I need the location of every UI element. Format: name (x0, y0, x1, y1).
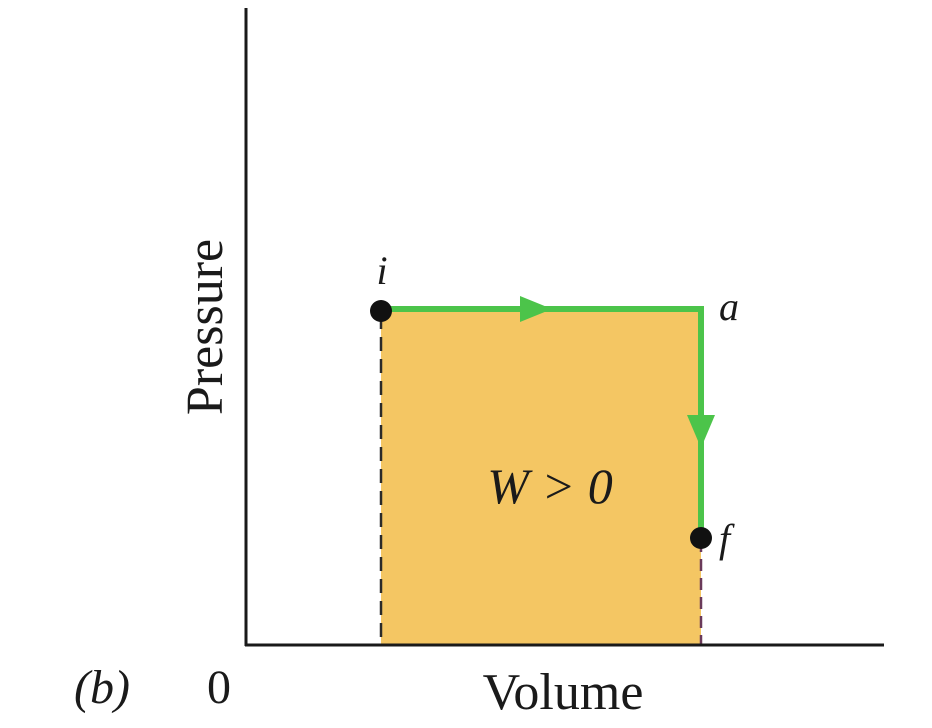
process-path (381, 306, 704, 540)
panel-label: (b) (74, 661, 130, 714)
point-initial (370, 300, 392, 322)
point-label-initial: i (376, 248, 387, 293)
point-label-final: f (719, 516, 735, 561)
point-label-intermediate: a (719, 284, 739, 329)
x-axis-label: Volume (483, 664, 644, 721)
origin-label: 0 (207, 661, 231, 714)
work-area (381, 309, 701, 645)
y-axis-label: Pressure (177, 239, 234, 415)
work-label: W > 0 (487, 458, 612, 514)
arrow-right-icon (520, 296, 552, 322)
point-final (690, 527, 712, 549)
arrow-down-icon (687, 415, 715, 448)
